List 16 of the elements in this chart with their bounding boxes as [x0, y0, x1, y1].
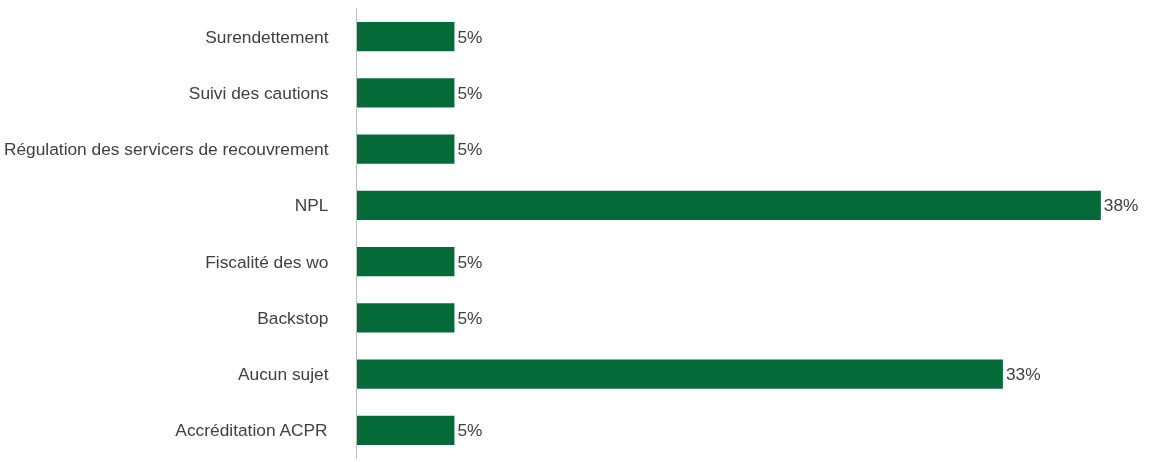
y-tick-label: Aucun sujet — [237, 364, 329, 385]
y-tick-label: Surendettement — [205, 26, 329, 47]
data-label: 5% — [457, 251, 483, 272]
y-tick-label: NPL — [294, 195, 329, 216]
data-label: 5% — [457, 139, 483, 160]
data-label: 5% — [457, 26, 483, 47]
y-tick-label: Backstop — [257, 307, 329, 328]
y-tick-label: Fiscalité des wo — [205, 251, 329, 272]
y-tick-label: Accréditation ACPR — [175, 420, 328, 441]
data-label: 5% — [457, 82, 483, 103]
data-label: 33% — [1005, 364, 1041, 385]
data-label: 5% — [457, 420, 483, 441]
y-tick-label: Suivi des cautions — [188, 82, 329, 103]
data-label: 5% — [457, 307, 483, 328]
y-tick-label: Régulation des servicers de recouvrement — [3, 139, 329, 160]
data-label: 38% — [1103, 195, 1139, 216]
